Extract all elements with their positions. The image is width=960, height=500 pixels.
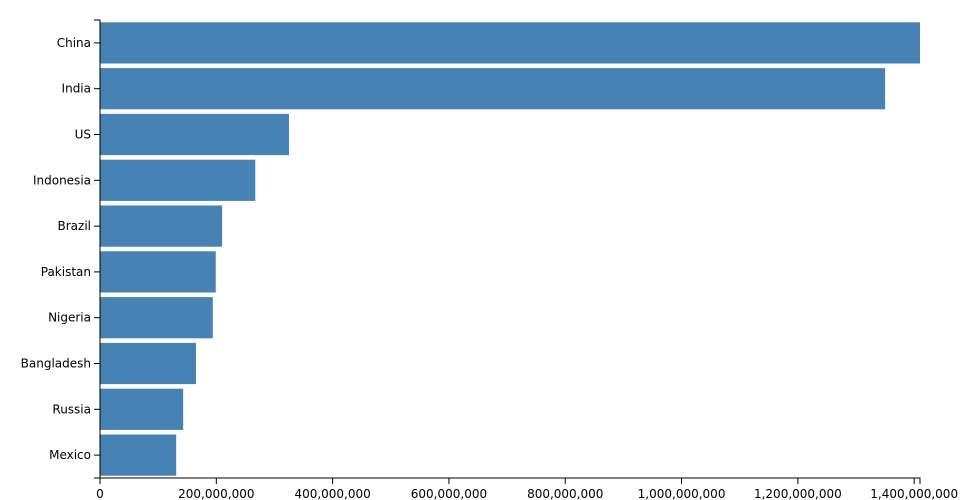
bar bbox=[100, 342, 196, 385]
y-tick-label: India bbox=[62, 82, 91, 96]
bar bbox=[100, 205, 223, 247]
y-tick-label: US bbox=[75, 128, 91, 142]
x-tick-label: 200,000,000 bbox=[178, 487, 254, 500]
y-tick-label: Russia bbox=[52, 402, 91, 416]
bar bbox=[100, 297, 213, 339]
bar bbox=[100, 22, 920, 64]
x-tick-label: 1,200,000,000 bbox=[754, 487, 842, 500]
y-tick-label: Pakistan bbox=[41, 265, 91, 279]
y-tick-label: Brazil bbox=[58, 219, 92, 233]
bar bbox=[100, 159, 256, 201]
bar bbox=[100, 388, 184, 430]
x-tick-label: 800,000,000 bbox=[527, 487, 603, 500]
y-tick-label: Indonesia bbox=[33, 173, 91, 187]
x-tick-label: 1,000,000,000 bbox=[638, 487, 726, 500]
bar bbox=[100, 434, 177, 476]
x-tick-label: 600,000,000 bbox=[411, 487, 487, 500]
x-axis bbox=[99, 477, 921, 484]
bar bbox=[100, 113, 290, 156]
bar bbox=[100, 251, 216, 293]
y-tick-label: Nigeria bbox=[48, 311, 91, 325]
y-axis bbox=[94, 19, 101, 479]
y-tick-label: China bbox=[57, 36, 91, 50]
x-tick-label: 1,400,000,000 bbox=[870, 487, 958, 500]
y-tick-label: Bangladesh bbox=[21, 357, 91, 371]
bar bbox=[100, 68, 886, 110]
x-tick-label: 400,000,000 bbox=[294, 487, 370, 500]
y-tick-label: Mexico bbox=[49, 448, 91, 462]
x-tick-label: 0 bbox=[96, 487, 104, 500]
